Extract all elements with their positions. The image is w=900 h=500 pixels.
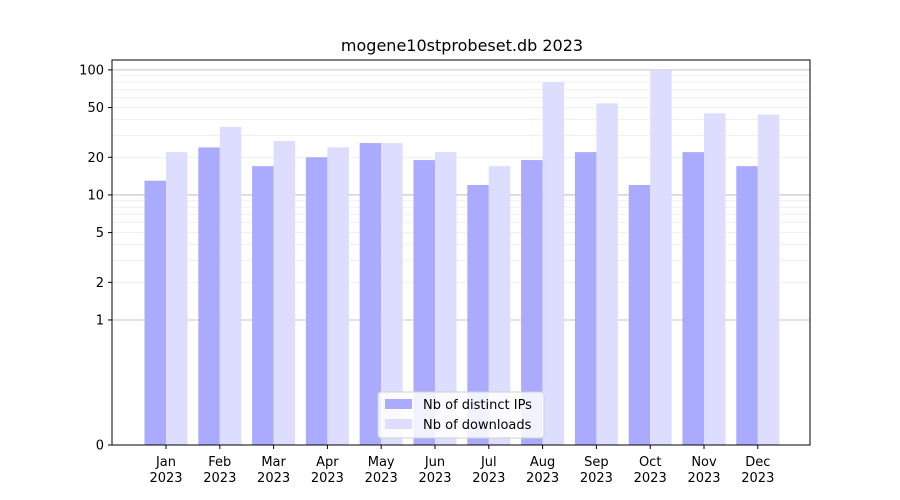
bar-downloads-5: [435, 152, 457, 445]
x-tick-label-line: 2023: [741, 471, 774, 486]
bar-downloads-4: [381, 143, 403, 445]
x-tick-label-line: Feb: [208, 455, 231, 470]
x-tick-label: Jan 2023: [149, 455, 182, 486]
x-tick-label: Dec 2023: [741, 455, 774, 486]
bar-ips-5: [413, 160, 435, 445]
x-tick-label-line: Dec: [745, 455, 770, 470]
legend-swatch: [385, 399, 412, 409]
bar-ips-6: [467, 185, 489, 445]
bar-downloads-3: [327, 147, 349, 446]
x-tick-label-line: Nov: [691, 455, 717, 470]
y-tick-label: 50: [87, 101, 104, 116]
bar-downloads-8: [596, 103, 618, 446]
x-tick-label-line: 2023: [687, 471, 720, 486]
x-tick-label-line: 2023: [418, 471, 451, 486]
x-tick-label-line: 2023: [472, 471, 505, 486]
bar-downloads-0: [166, 152, 188, 445]
y-tick-label: 0: [96, 439, 104, 454]
legend-box: [377, 391, 545, 439]
x-tick-label: Jun 2023: [418, 455, 451, 486]
legend: Nb of distinct IPs Nb of downloads: [377, 391, 545, 439]
bar-ips-1: [198, 147, 220, 446]
bar-downloads-11: [757, 114, 780, 445]
chart-title: mogene10stprobeset.db 2023: [341, 36, 583, 55]
bar-ips-2: [252, 166, 274, 445]
x-tick-label-line: Jul: [480, 455, 497, 470]
x-tick-label-line: May: [368, 455, 395, 470]
x-tick-label-line: Sep: [584, 455, 609, 470]
x-tick-label: Apr 2023: [311, 455, 344, 486]
y-tick-label: 100: [79, 63, 104, 78]
x-tick-label-line: 2023: [149, 471, 182, 486]
x-tick-label: Mar 2023: [257, 455, 290, 486]
x-tick-label-line: 2023: [580, 471, 613, 486]
bar-downloads-10: [704, 113, 726, 445]
bar-ips-4: [359, 143, 382, 445]
bar-downloads-9: [650, 69, 672, 446]
x-tick-label-line: 2023: [203, 471, 236, 486]
legend-entry: Nb of downloads: [423, 418, 532, 433]
bar-downloads-6: [488, 166, 511, 445]
axes: [111, 59, 811, 446]
bar-ips-11: [736, 166, 758, 445]
x-tick-label: Jul 2023: [472, 455, 505, 486]
x-tick-label-line: 2023: [365, 471, 398, 486]
x-tick-label-line: Jan: [155, 455, 176, 470]
x-tick-label-line: Oct: [639, 455, 661, 470]
bar-ips-3: [305, 157, 328, 445]
x-tick-label-line: Aug: [530, 455, 555, 470]
bars: [144, 69, 780, 446]
y-tick-label: 20: [87, 151, 104, 166]
x-tick-label-line: Apr: [316, 455, 339, 470]
legend-entry: Nb of distinct IPs: [423, 398, 532, 413]
bar-ips-7: [521, 160, 543, 445]
x-tick-label: Aug 2023: [526, 455, 559, 486]
x-tick-label-line: 2023: [311, 471, 344, 486]
x-tick-label-line: 2023: [634, 471, 667, 486]
y-tick-label: 10: [87, 188, 104, 203]
bar-downloads-2: [273, 140, 296, 445]
x-tick-label: Feb 2023: [203, 455, 236, 486]
bar-ips-8: [574, 152, 597, 445]
bar-downloads-7: [542, 82, 565, 445]
legend-swatch: [385, 419, 412, 429]
x-tick-label: Sep 2023: [580, 455, 613, 486]
bar-ips-0: [144, 180, 166, 445]
x-tick-label-line: Mar: [261, 455, 286, 470]
y-tick-label: 5: [96, 226, 104, 241]
x-tick-label: May 2023: [365, 455, 398, 486]
bar-ips-10: [682, 152, 704, 445]
bar-ips-9: [628, 185, 651, 445]
bar-downloads-1: [219, 126, 242, 446]
x-tick-label-line: 2023: [526, 471, 559, 486]
plot-frame: [111, 59, 811, 446]
x-tick-label: Nov 2023: [687, 455, 720, 486]
y-tick-label: 1: [96, 313, 104, 328]
y-tick-label: 2: [96, 276, 104, 291]
y-ticks: 0 1 2 5 10 20 50 100: [79, 63, 112, 454]
x-tick-label-line: Jun: [424, 455, 445, 470]
x-tick-label-line: 2023: [257, 471, 290, 486]
x-tick-label: Oct 2023: [634, 455, 667, 486]
